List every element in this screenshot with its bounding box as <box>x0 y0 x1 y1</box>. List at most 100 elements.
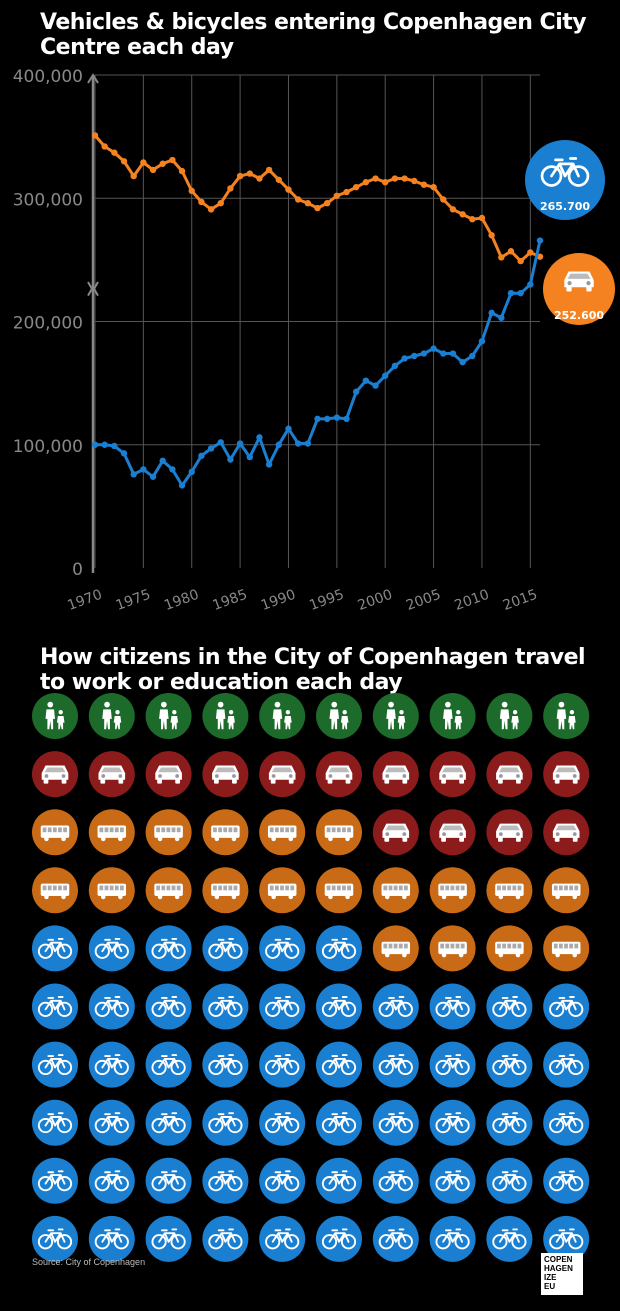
cell-circle <box>316 1215 362 1262</box>
bicycle-icon <box>435 1112 470 1134</box>
cell-circle <box>145 1215 192 1262</box>
cell-circle <box>202 1041 249 1088</box>
cell-circle <box>259 1099 306 1146</box>
cell-circle <box>372 1157 419 1204</box>
cell-circle <box>145 693 192 739</box>
cell-circle <box>88 983 135 1030</box>
car-icon <box>41 765 69 784</box>
pictogram-cell-bike <box>32 1099 78 1146</box>
data-point-cars <box>236 172 244 180</box>
bus-icon <box>97 883 127 900</box>
data-point-cars <box>536 253 544 260</box>
pictogram-cell-car <box>543 809 590 856</box>
bicycle-icon <box>492 1170 527 1192</box>
pictogram-cell-bike <box>316 983 362 1030</box>
cell-circle <box>372 983 419 1030</box>
data-point-bicycles <box>362 377 370 384</box>
callout-cars: 252.600 <box>543 253 615 325</box>
bicycle-icon <box>151 1228 186 1250</box>
pictogram-cell-bike <box>145 1041 192 1088</box>
data-point-bicycles <box>130 471 137 478</box>
cell-circle <box>145 1157 192 1204</box>
bicycle-icon <box>321 1054 357 1076</box>
bicycle-icon <box>540 157 590 187</box>
bicycle-icon <box>151 1170 186 1192</box>
pictogram-cell-car <box>429 809 476 856</box>
bicycle-icon <box>94 1054 129 1076</box>
bicycle-icon <box>37 937 73 959</box>
bicycle-icon <box>37 996 73 1017</box>
bus-icon <box>551 883 581 900</box>
cell-circle <box>202 1099 249 1146</box>
data-point-cars <box>227 185 234 192</box>
cell-circle <box>429 1099 476 1146</box>
pictogram-cell-walk <box>202 693 249 739</box>
pictogram-cell-bike <box>429 1157 476 1204</box>
data-point-cars <box>517 257 524 265</box>
logo-line: COPEN <box>544 1255 573 1264</box>
y-axis-arrow <box>87 284 99 297</box>
data-point-cars <box>265 166 273 174</box>
data-point-bicycles <box>449 350 457 357</box>
pictogram-cell-bus <box>486 925 533 972</box>
y-tick-label: 300,000 <box>13 190 83 210</box>
y-axis-arrow <box>87 281 99 293</box>
bus-icon <box>381 883 411 900</box>
data-point-bicycles <box>101 441 108 448</box>
cell-circle <box>316 925 362 972</box>
pictogram-cell-bus <box>372 867 419 914</box>
pictogram-cell-bike <box>316 1099 362 1146</box>
bicycle-icon <box>435 996 470 1017</box>
pictogram-cell-bike <box>259 1041 306 1088</box>
pedestrian-icon <box>329 701 349 730</box>
cell-circle <box>202 925 249 972</box>
pictogram-cell-walk <box>145 693 192 739</box>
cell-circle <box>429 693 476 739</box>
bicycle-icon <box>321 937 357 959</box>
bicycle-icon <box>94 1228 129 1250</box>
bus-icon <box>40 883 70 900</box>
bicycle-icon <box>94 996 129 1017</box>
data-point-bicycles <box>488 309 495 317</box>
pictogram-cell-bike <box>316 1157 362 1204</box>
bus-icon <box>267 825 297 842</box>
car-icon <box>552 823 580 842</box>
pedestrian-icon <box>45 701 65 730</box>
data-point-cars <box>130 172 137 180</box>
bicycle-icon <box>549 996 584 1017</box>
data-point-bicycles <box>391 362 399 370</box>
bicycle-icon <box>492 1054 527 1076</box>
bicycle-icon <box>435 1228 470 1250</box>
data-point-cars <box>275 176 283 183</box>
pictogram-cell-bike <box>259 983 306 1030</box>
bus-icon <box>495 941 524 958</box>
bus-icon <box>324 825 354 842</box>
car-icon <box>382 765 410 784</box>
data-point-bicycles <box>352 388 360 395</box>
data-point-cars <box>382 179 389 186</box>
pictogram-cell-bike <box>32 925 78 972</box>
y-tick-label: 0 <box>72 560 83 580</box>
source-note: Source: City of Copenhagen <box>32 1257 146 1267</box>
logo-line: EU <box>544 1282 556 1291</box>
bus-icon <box>211 825 240 842</box>
pictogram-cell-bike <box>372 1157 419 1204</box>
callout-bicycles: 265.700 <box>525 140 605 220</box>
pictogram-cell-bike <box>372 983 419 1030</box>
data-point-cars <box>401 175 408 182</box>
car-icon <box>439 765 466 784</box>
bicycle-icon <box>378 996 413 1017</box>
pictogram-cell-bike <box>88 983 135 1030</box>
pictogram-cell-bike <box>316 1041 362 1088</box>
data-point-cars <box>207 206 215 213</box>
cell-circle <box>543 1157 590 1204</box>
pictogram-cell-bus <box>316 809 362 856</box>
pictogram-cell-car <box>486 809 533 856</box>
cell-circle <box>145 1099 192 1146</box>
bicycle-icon <box>321 1228 357 1250</box>
logo-line: IZE <box>544 1273 557 1282</box>
data-point-bicycles <box>401 355 408 362</box>
cell-circle <box>259 1041 306 1088</box>
pictogram-cell-bus <box>88 809 135 856</box>
